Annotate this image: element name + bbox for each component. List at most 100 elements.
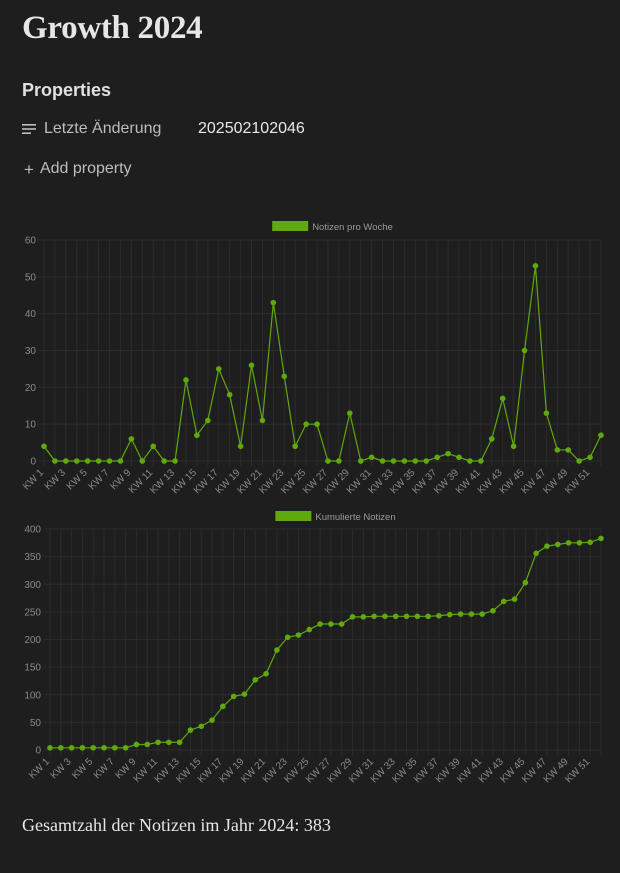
property-value[interactable]: 202502102046 — [198, 120, 305, 137]
data-point — [237, 443, 244, 450]
legend-label: Kumulierte Notizen — [315, 512, 395, 523]
data-point — [587, 539, 593, 546]
data-point — [281, 373, 288, 380]
data-point — [95, 458, 102, 464]
data-point — [401, 458, 408, 464]
data-point — [510, 443, 517, 450]
data-point — [41, 443, 47, 450]
data-point — [144, 741, 151, 748]
x-tick-label: KW 3 — [49, 756, 74, 781]
data-point — [511, 596, 518, 602]
data-point — [128, 436, 135, 442]
y-tick-label: 50 — [30, 718, 42, 729]
y-tick-label: 300 — [24, 580, 41, 591]
data-point — [490, 607, 496, 614]
y-tick-label: 200 — [24, 635, 41, 646]
add-property-button[interactable]: + Add property — [24, 160, 132, 178]
data-point — [403, 613, 410, 620]
y-tick-label: 150 — [24, 663, 41, 674]
x-tick-label: KW 7 — [92, 756, 117, 781]
data-point — [434, 454, 440, 461]
data-point — [133, 741, 140, 748]
data-point — [183, 377, 189, 383]
y-tick-label: 0 — [30, 457, 36, 468]
page-title: Growth 2024 — [22, 10, 203, 46]
y-tick-label: 0 — [35, 746, 41, 757]
data-point — [215, 366, 222, 372]
data-point — [382, 613, 388, 620]
data-point — [338, 621, 345, 627]
data-point — [47, 744, 53, 751]
data-point — [303, 421, 309, 427]
plus-icon: + — [24, 159, 34, 179]
data-point — [412, 458, 419, 464]
data-point — [456, 454, 462, 461]
data-point — [521, 347, 528, 354]
data-point — [533, 550, 539, 557]
y-tick-label: 100 — [24, 690, 41, 701]
data-point — [499, 395, 506, 402]
data-point — [274, 647, 280, 653]
data-point — [360, 614, 367, 620]
data-point — [101, 744, 107, 751]
data-point — [155, 739, 161, 746]
data-point — [478, 458, 484, 464]
data-point — [314, 421, 320, 427]
data-point — [598, 535, 604, 542]
legend-label: Notizen pro Woche — [312, 222, 393, 233]
property-row[interactable]: Letzte Änderung 202502102046 — [22, 118, 305, 140]
data-point — [423, 458, 430, 464]
data-point — [479, 611, 485, 617]
data-point — [166, 739, 172, 746]
data-point — [457, 611, 464, 617]
data-point — [357, 458, 364, 464]
properties-heading: Properties — [22, 80, 112, 100]
data-point — [292, 443, 298, 450]
data-point — [565, 447, 572, 453]
x-tick-label: KW 1 — [21, 467, 46, 492]
data-point — [259, 417, 266, 424]
data-point — [117, 458, 124, 464]
data-point — [336, 458, 342, 464]
x-tick-label: KW 51 — [563, 467, 592, 496]
data-point — [317, 621, 323, 627]
legend-swatch — [272, 221, 309, 231]
x-tick-label: KW 5 — [70, 756, 95, 781]
data-point — [139, 458, 146, 464]
data-point — [468, 611, 475, 617]
data-point — [445, 450, 451, 457]
data-point — [446, 611, 453, 618]
y-tick-label: 20 — [25, 383, 37, 394]
data-point — [172, 458, 178, 464]
data-point — [467, 458, 473, 464]
data-point — [325, 458, 331, 464]
y-tick-label: 10 — [25, 420, 37, 431]
data-point — [554, 541, 561, 548]
data-point — [543, 410, 550, 416]
series-line — [43, 265, 602, 463]
data-point — [436, 612, 442, 619]
text-lines-icon — [22, 124, 36, 134]
property-key-label: Letzte Änderung — [44, 120, 162, 137]
add-property-label: Add property — [39, 160, 132, 177]
property-key[interactable]: Letzte Änderung — [22, 120, 198, 138]
data-point — [295, 632, 302, 638]
data-point — [241, 691, 248, 697]
series-line — [50, 537, 602, 749]
data-point — [306, 626, 313, 633]
y-tick-label: 40 — [25, 309, 37, 320]
y-tick-label: 50 — [25, 272, 37, 283]
data-point — [263, 670, 269, 677]
x-tick-label: KW 1 — [27, 756, 52, 781]
data-point — [576, 458, 582, 464]
data-point — [58, 744, 64, 751]
data-point — [161, 458, 167, 464]
data-point — [587, 454, 593, 461]
data-point — [79, 744, 86, 751]
data-point — [194, 432, 200, 439]
x-tick-label: KW 5 — [65, 467, 90, 492]
data-point — [488, 436, 495, 442]
data-point — [226, 391, 233, 398]
data-point — [150, 443, 157, 450]
